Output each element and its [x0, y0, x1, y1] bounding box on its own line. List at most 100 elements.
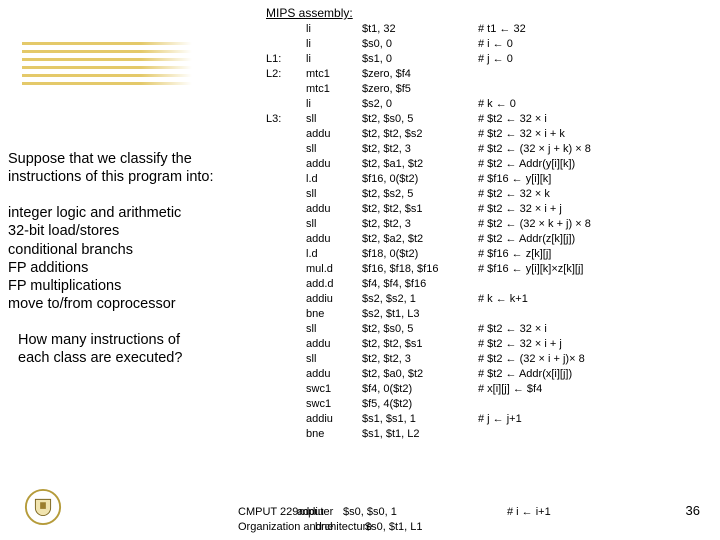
mips-comment: # $t2 ← 32 × i — [478, 113, 648, 125]
mips-row: sll$t2, $t2, 3# $t2 ← (32 × k + j) × 8 — [266, 216, 648, 231]
mips-op: l.d — [306, 173, 362, 185]
question-line-1: How many instructions of — [18, 331, 253, 349]
mips-args: $t2, $t2, 3 — [362, 143, 478, 155]
mips-row: li$s2, 0# k ← 0 — [266, 96, 648, 111]
mips-op: mtc1 — [306, 68, 362, 80]
mips-op: swc1 — [306, 398, 362, 410]
mips-op: swc1 — [306, 383, 362, 395]
mips-comment: # $t2 ← 32 × i + j — [478, 203, 648, 215]
university-crest-icon — [24, 488, 62, 526]
mips-op: bne — [306, 428, 362, 440]
mips-row: mtc1$zero, $f5 — [266, 81, 648, 96]
mips-args: $t2, $s2, 5 — [362, 188, 478, 200]
mips-comment: # $f16 ← y[i][k] — [478, 173, 648, 185]
page-number: 36 — [686, 503, 700, 518]
mips-op: mul.d — [306, 263, 362, 275]
mips-args: $t2, $t2, 3 — [362, 353, 478, 365]
intro-line-2: instructions of this program into: — [8, 168, 253, 186]
category-item: conditional branchs — [8, 241, 253, 259]
mips-listing: MIPS assembly: li$t1, 32# t1 ← 32li$s0, … — [266, 6, 648, 441]
mips-comment: # $t2 ← Addr(y[i][k]) — [478, 158, 648, 170]
mips-row: swc1$f4, 0($t2)# x[i][j] ← $f4 — [266, 381, 648, 396]
mips-row: li$s0, 0# i ← 0 — [266, 36, 648, 51]
mips-op: addu — [306, 203, 362, 215]
category-list: integer logic and arithmetic 32-bit load… — [8, 204, 253, 313]
mips-comment: # j ← j+1 — [478, 413, 648, 425]
mips-comment: # $t2 ← (32 × i + j)× 8 — [478, 353, 648, 365]
mips-row: L3:sll$t2, $s0, 5# $t2 ← 32 × i — [266, 111, 648, 126]
mips-op: mtc1 — [306, 83, 362, 95]
mips-row: addu$t2, $a0, $t2# $t2 ← Addr(x[i][j]) — [266, 366, 648, 381]
mips-title: MIPS assembly: — [266, 6, 648, 20]
mips-row: sll$t2, $s0, 5# $t2 ← 32 × i — [266, 321, 648, 336]
category-item: 32-bit load/stores — [8, 222, 253, 240]
mips-comment: # $t2 ← 32 × k — [478, 188, 648, 200]
mips-row: addiu$s2, $s2, 1# k ← k+1 — [266, 291, 648, 306]
mips-row: sll$t2, $s2, 5# $t2 ← 32 × k — [266, 186, 648, 201]
mips-row: addu$t2, $t2, $s2# $t2 ← 32 × i + k — [266, 126, 648, 141]
mips-args: $f16, 0($t2) — [362, 173, 478, 185]
mips-row: l.d$f16, 0($t2)# $f16 ← y[i][k] — [266, 171, 648, 186]
left-column: Suppose that we classify the instruction… — [8, 150, 253, 367]
mips-op: sll — [306, 188, 362, 200]
mips-args: $t2, $t2, $s1 — [362, 203, 478, 215]
mips-comment: # $t2 ← 32 × i + j — [478, 338, 648, 350]
mips-row: addu$t2, $t2, $s1# $t2 ← 32 × i + j — [266, 201, 648, 216]
mips-args: $s0, 0 — [362, 38, 478, 50]
mips-comment: # $t2 ← (32 × j + k) × 8 — [478, 143, 648, 155]
mips-op: addiu — [306, 293, 362, 305]
mips-op: sll — [306, 218, 362, 230]
mips-args: $zero, $f5 — [362, 83, 478, 95]
mips-args: $f4, 0($t2) — [362, 383, 478, 395]
mips-op: sll — [306, 113, 362, 125]
mips-row: mul.d$f16, $f18, $f16# $f16 ← y[i][k]×z[… — [266, 261, 648, 276]
mips-args: $s1, 0 — [362, 53, 478, 65]
mips-op: sll — [306, 353, 362, 365]
intro-paragraph: Suppose that we classify the instruction… — [8, 150, 253, 186]
mips-op: li — [306, 53, 362, 65]
mips-op: bne — [306, 308, 362, 320]
mips-args: $t2, $a1, $t2 — [362, 158, 478, 170]
category-item: move to/from coprocessor — [8, 295, 253, 313]
mips-op: addu — [306, 233, 362, 245]
footer-overlap: CMPUT 229addiumputer$s0, $s0, 1# i ← i+1… — [238, 504, 677, 534]
mips-row: addiu$s1, $s1, 1# j ← j+1 — [266, 411, 648, 426]
mips-row: bne$s1, $t1, L2 — [266, 426, 648, 441]
mips-args: $t2, $a0, $t2 — [362, 368, 478, 380]
mips-row: L1:li$s1, 0# j ← 0 — [266, 51, 648, 66]
mips-op: addiu — [306, 413, 362, 425]
mips-args: $zero, $f4 — [362, 68, 478, 80]
mips-comment: # $t2 ← Addr(z[k][j]) — [478, 233, 648, 245]
mips-comment: # $t2 ← Addr(x[i][j]) — [478, 368, 648, 380]
mips-row: swc1$f5, 4($t2) — [266, 396, 648, 411]
mips-args: $s2, $t1, L3 — [362, 308, 478, 320]
mips-row: sll$t2, $t2, 3# $t2 ← (32 × i + j)× 8 — [266, 351, 648, 366]
mips-row: l.d$f18, 0($t2)# $f16 ← z[k][j] — [266, 246, 648, 261]
mips-comment: # $f16 ← y[i][k]×z[k][j] — [478, 263, 648, 275]
mips-op: sll — [306, 323, 362, 335]
mips-args: $s2, $s2, 1 — [362, 293, 478, 305]
mips-args: $t2, $t2, $s2 — [362, 128, 478, 140]
question-paragraph: How many instructions of each class are … — [8, 331, 253, 367]
mips-row: addu$t2, $t2, $s1# $t2 ← 32 × i + j — [266, 336, 648, 351]
decorative-stripes — [22, 42, 192, 90]
mips-op: li — [306, 23, 362, 35]
mips-args: $f16, $f18, $f16 — [362, 263, 478, 275]
mips-label: L2: — [266, 68, 306, 80]
mips-row: li$t1, 32# t1 ← 32 — [266, 21, 648, 36]
mips-op: l.d — [306, 248, 362, 260]
mips-body: li$t1, 32# t1 ← 32li$s0, 0# i ← 0L1:li$s… — [266, 21, 648, 441]
mips-comment: # i ← i+1 — [507, 506, 677, 518]
mips-args: $s0, $s0, 1 — [343, 506, 459, 518]
mips-row: bne$s2, $t1, L3 — [266, 306, 648, 321]
mips-op: li — [306, 98, 362, 110]
mips-op: addu — [306, 368, 362, 380]
mips-op: li — [306, 38, 362, 50]
mips-comment: # k ← k+1 — [478, 293, 648, 305]
mips-args: $t2, $a2, $t2 — [362, 233, 478, 245]
mips-args: $f5, 4($t2) — [362, 398, 478, 410]
mips-args: $t1, 32 — [362, 23, 478, 35]
mips-args: $t2, $s0, 5 — [362, 113, 478, 125]
mips-comment: # $f16 ← z[k][j] — [478, 248, 648, 260]
mips-args: $s1, $t1, L2 — [362, 428, 478, 440]
